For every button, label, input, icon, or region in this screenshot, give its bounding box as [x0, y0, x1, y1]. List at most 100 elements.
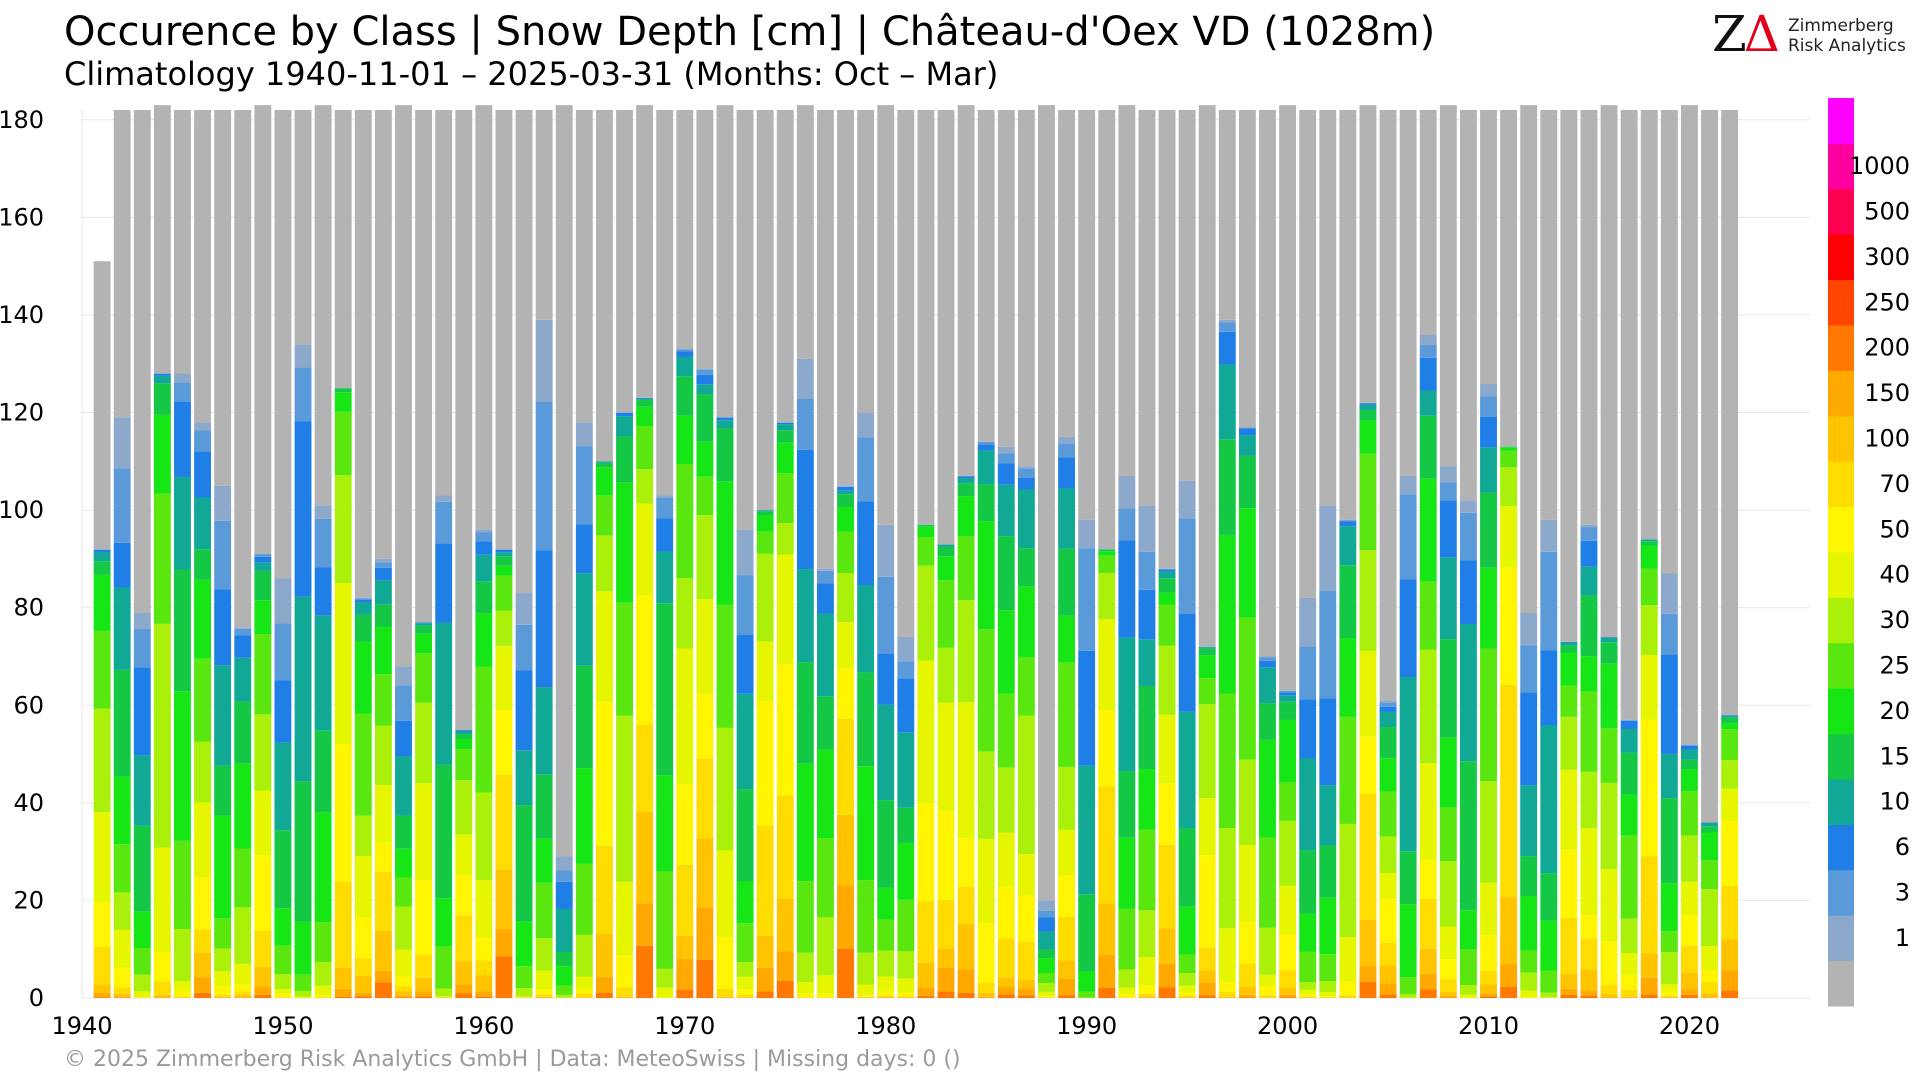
bar-segment — [1198, 678, 1216, 705]
bar-segment — [1379, 706, 1397, 712]
bar-segment — [314, 730, 332, 813]
bar-segment — [435, 543, 453, 623]
bar-segment — [455, 734, 473, 739]
bar-segment — [756, 510, 774, 512]
bar-segment — [1259, 660, 1276, 668]
bar-segment — [997, 536, 1015, 611]
bar-segment — [837, 486, 854, 491]
bar-segment-no-snow — [1681, 105, 1698, 745]
bar-segment — [455, 961, 473, 985]
bar-segment — [1419, 345, 1437, 358]
bar-segment — [1439, 959, 1457, 980]
bar-segment — [294, 990, 312, 997]
bar-segment — [214, 815, 232, 919]
bar-segment — [1359, 453, 1377, 551]
bar-segment — [254, 634, 272, 715]
bar-segment — [535, 550, 553, 688]
bar-segment — [354, 602, 372, 615]
bar-segment — [1681, 745, 1698, 750]
bar-segment — [1238, 455, 1256, 509]
bar-segment — [796, 569, 814, 663]
bar-segment — [1399, 851, 1417, 905]
bar-segment-no-snow — [676, 110, 694, 350]
bar-segment — [1681, 749, 1698, 760]
bar-segment — [1600, 994, 1618, 998]
bar-segment — [1640, 953, 1658, 978]
bar-segment — [1017, 586, 1035, 658]
bar-segment — [535, 401, 553, 551]
bar-segment — [1017, 979, 1035, 989]
bar-segment — [1540, 992, 1558, 998]
bar-segment — [756, 515, 774, 532]
bar-segment-no-snow — [334, 110, 352, 389]
bar-segment — [1701, 860, 1718, 890]
bar-segment — [395, 685, 412, 721]
colorbar-label: 10 — [1879, 788, 1910, 816]
colorbar-swatch — [1828, 642, 1854, 689]
bar-segment — [334, 411, 352, 476]
bar-segment — [937, 544, 955, 547]
bar-segment — [736, 529, 754, 576]
bar-segment — [455, 780, 473, 835]
bar-segment — [354, 917, 372, 959]
bar-segment — [294, 996, 312, 998]
bar-segment — [1319, 954, 1337, 982]
bar-segment — [1098, 619, 1116, 710]
bar-segment — [1078, 991, 1096, 998]
bar-segment — [294, 596, 312, 782]
bar-segment — [1259, 703, 1276, 740]
bar-segment — [113, 587, 131, 670]
bar-segment-no-snow — [1238, 110, 1256, 428]
bar-segment — [857, 984, 875, 995]
bar-segment — [334, 881, 352, 968]
bar-segment — [1721, 885, 1739, 940]
bar-segment — [1459, 949, 1477, 986]
bar-segment-no-snow — [877, 105, 895, 525]
bar-segment — [254, 994, 272, 998]
bar-segment — [897, 951, 915, 979]
bar-segment — [455, 915, 473, 962]
bar-segment-no-snow — [1319, 110, 1337, 506]
bar-segment — [354, 614, 372, 642]
bar-segment — [616, 996, 633, 998]
bar-segment — [314, 615, 332, 731]
bar-segment — [1138, 997, 1156, 998]
bar-segment — [977, 450, 995, 485]
bar-segment — [415, 991, 433, 997]
chart-title: Occurence by Class | Snow Depth [cm] | C… — [64, 9, 1436, 55]
bar-segment-no-snow — [1058, 110, 1075, 437]
bar-segment-no-snow — [133, 110, 151, 613]
bar-segment — [1640, 541, 1658, 546]
bar-segment — [415, 880, 433, 955]
bar-segment — [1681, 759, 1698, 770]
bar-segment — [435, 996, 453, 998]
bar-segment — [957, 969, 975, 993]
bar-segment — [1620, 989, 1638, 997]
bar-segment — [1118, 908, 1136, 970]
bar-segment — [1339, 520, 1357, 522]
bar-segment — [656, 968, 674, 988]
colorbar-swatch — [1828, 597, 1854, 644]
bar-segment — [676, 784, 694, 865]
bar-segment — [1138, 551, 1156, 590]
bar-segment-no-snow — [1419, 110, 1437, 335]
bar-segment — [1218, 693, 1236, 829]
bar-segment — [756, 701, 774, 826]
bar-segment-no-snow — [1118, 105, 1136, 476]
bar-segment — [1098, 555, 1116, 573]
bar-segment — [897, 996, 915, 998]
bar-segment — [877, 800, 895, 888]
colorbar-label: 200 — [1864, 334, 1910, 362]
bar-segment — [515, 593, 533, 625]
bar-segment — [595, 591, 613, 702]
bar-segment — [234, 984, 252, 992]
bar-segment-no-snow — [174, 110, 191, 374]
bar-segment — [595, 467, 613, 496]
bar-segment — [254, 554, 272, 557]
bar-segment — [1399, 676, 1417, 852]
bar-segment-no-snow — [937, 110, 955, 545]
bar-segment — [917, 525, 935, 527]
bar-segment — [595, 992, 613, 998]
bar-segment — [1701, 889, 1718, 947]
